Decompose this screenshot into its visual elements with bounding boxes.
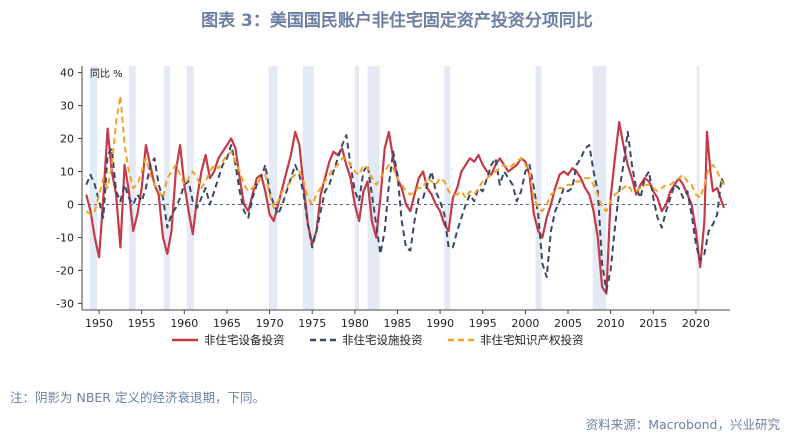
recession-band-8 [444,66,451,310]
recession-band-5 [302,66,314,310]
y-tick-label: 40 [60,67,74,80]
x-tick-label: 1980 [341,317,369,330]
recession-band-7 [367,66,380,310]
series-line-1 [85,130,725,292]
x-tick-label: 2000 [511,317,539,330]
y-tick-label: -30 [56,297,74,310]
chart-svg: -30 -20 -10 0 10 20 30 40 1950 1955 1960 1965 1970 19… [56,66,730,347]
y-tick-label: 10 [60,166,74,179]
legend-label-0: 非住宅设备投资 [204,333,285,347]
x-tick-label: 1970 [256,317,284,330]
recession-band-4 [268,66,278,310]
axes: -30 -20 -10 0 10 20 30 40 1950 1955 1960 1965 1970 19… [56,66,730,330]
x-tick-label: 1985 [383,317,411,330]
y-tick-label: -20 [56,264,74,277]
legend-label-2: 非住宅知识产权投资 [480,333,584,347]
x-tick-label: 1965 [213,317,241,330]
x-tick-label: 1960 [170,317,198,330]
recession-band-11 [696,66,700,310]
series-line-0 [85,121,726,295]
x-tick-label: 1990 [426,317,454,330]
y-tick-label: 30 [60,100,74,113]
source-credit: 资料来源：Macrobond，兴业研究 [585,417,780,432]
recession-band-0 [89,66,98,310]
x-tick-label: 1975 [298,317,326,330]
x-tick-label: 1995 [469,317,497,330]
chart-footnote: 注：阴影为 NBER 定义的经济衰退期，下同。 [10,390,265,405]
x-tick-label: 1950 [85,317,113,330]
y-tick-label: 0 [67,198,74,211]
y-tick-label: 20 [60,133,74,146]
recession-band-2 [163,66,170,310]
x-tick-label: 1955 [128,317,156,330]
legend: 非住宅设备投资 非住宅设施投资 非住宅知识产权投资 [172,333,584,347]
x-tick-label: 2010 [597,317,625,330]
legend-label-1: 非住宅设施投资 [342,333,423,347]
y-tick-label: -10 [56,231,74,244]
recession-band-9 [535,66,542,310]
series-line-2 [85,94,725,216]
recession-band-6 [354,66,360,310]
x-tick-label: 2020 [682,317,710,330]
recession-band-10 [592,66,607,310]
x-tick-label: 2015 [639,317,667,330]
x-tick-label: 2005 [554,317,582,330]
series-layer [85,94,726,295]
y-unit-label: 同比 % [90,68,123,80]
chart-title: 图表 3：美国国民账户非住宅固定资产投资分项同比 [201,11,593,31]
